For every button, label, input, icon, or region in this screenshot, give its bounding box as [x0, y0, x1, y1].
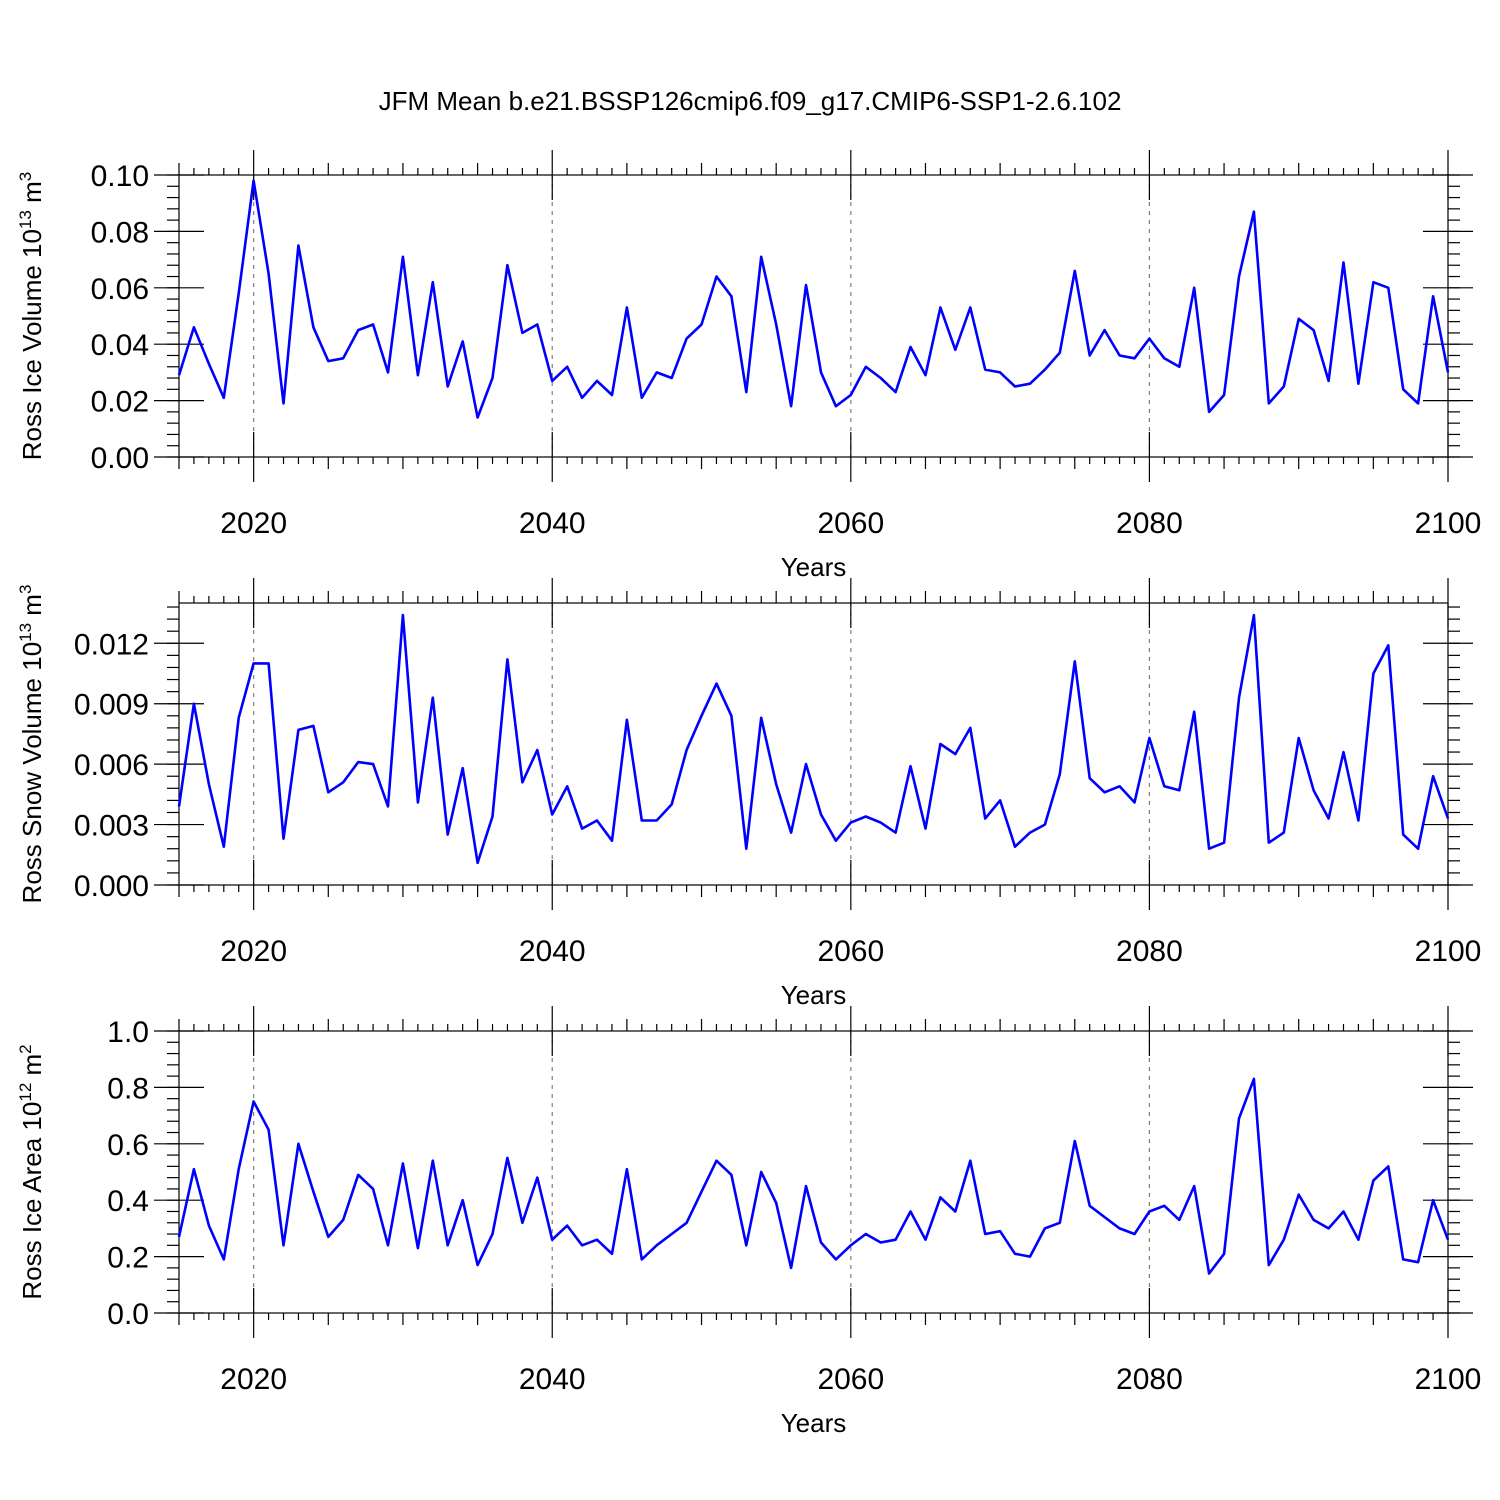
y-tick-label: 0.2: [107, 1242, 149, 1275]
y-axis-label-exponent: 12: [16, 1083, 35, 1102]
y-axis-label-unit: m: [17, 594, 47, 623]
y-axis-label-main: Ross Snow Volume 10: [17, 642, 47, 904]
y-axis-label-exponent: 13: [16, 623, 35, 642]
x-tick-label: 2100: [1415, 507, 1482, 540]
y-tick-label: 0.00: [91, 442, 149, 475]
y-axis-label-unit-exponent: 2: [16, 1044, 35, 1053]
x-tick-label: 2080: [1116, 935, 1183, 968]
x-tick-label: 2080: [1116, 507, 1183, 540]
x-tick-label: 2020: [220, 507, 287, 540]
x-tick-label: 2040: [519, 1363, 586, 1396]
panel-2: 0.000 0.003 0.006 0.009 0.012 2020 2040 2060 208…: [16, 578, 1481, 1010]
y-tick-label: 0.02: [91, 386, 149, 419]
y-axis-label-main: Ross Ice Area 10: [17, 1102, 47, 1300]
y-tick-label: 0.04: [91, 329, 149, 362]
x-tick-label: 2060: [817, 935, 884, 968]
x-tick-label: 2040: [519, 507, 586, 540]
y-tick-label: 0.0: [107, 1298, 149, 1331]
x-tick-label: 2040: [519, 935, 586, 968]
y-tick-label: 0.012: [74, 628, 149, 661]
x-tick-label: 2060: [817, 1363, 884, 1396]
y-axis-label-exponent: 13: [16, 210, 35, 229]
y-axis-label-unit-exponent: 3: [16, 585, 35, 594]
y-tick-label: 0.4: [107, 1185, 149, 1218]
figure-title: JFM Mean b.e21.BSSP126cmip6.f09_g17.CMIP…: [379, 86, 1122, 116]
plot-frame: [178, 602, 1449, 886]
y-axis-label-unit-exponent: 3: [16, 172, 35, 181]
x-tick-label: 2060: [817, 507, 884, 540]
y-tick-label: 0.10: [91, 160, 149, 193]
y-axis-label-unit: m: [17, 1054, 47, 1083]
series-line: [177, 1077, 1450, 1275]
y-tick-label: 0.8: [107, 1072, 149, 1105]
plot-frame: [178, 174, 1449, 458]
x-axis-label: Years: [781, 980, 847, 1010]
x-tick-label: 2080: [1116, 1363, 1183, 1396]
y-tick-label: 0.009: [74, 689, 149, 722]
y-tick-label: 0.08: [91, 216, 149, 249]
y-tick-label: 0.003: [74, 810, 149, 843]
panel-1: 0.00 0.02 0.04 0.06 0.08 0.10 2020 2040 2060 2080…: [16, 150, 1481, 582]
y-tick-label: 0.006: [74, 749, 149, 782]
x-tick-label: 2020: [220, 1363, 287, 1396]
panel-3: 0.0 0.2 0.4 0.6 0.8 1.0 2020 2040 2060 2080 2100 Ye…: [16, 1006, 1481, 1438]
y-tick-label: 0.000: [74, 870, 149, 903]
y-axis-label: Ross Ice Area 1012 m2: [16, 1044, 47, 1299]
y-axis-label: Ross Ice Volume 1013 m3: [16, 172, 47, 461]
x-axis-label: Years: [781, 1408, 847, 1438]
y-axis-label-unit: m: [17, 181, 47, 210]
y-axis-label-main: Ross Ice Volume 10: [17, 229, 47, 460]
plot-frame: [178, 1030, 1449, 1314]
y-axis-label: Ross Snow Volume 1013 m3: [16, 585, 47, 904]
y-tick-label: 0.6: [107, 1129, 149, 1162]
x-tick-label: 2100: [1415, 935, 1482, 968]
series-line: [177, 613, 1450, 865]
series-line: [177, 179, 1450, 419]
x-tick-label: 2100: [1415, 1363, 1482, 1396]
y-tick-label: 0.06: [91, 273, 149, 306]
y-tick-label: 1.0: [107, 1016, 149, 1049]
x-axis-label: Years: [781, 552, 847, 582]
x-tick-label: 2020: [220, 935, 287, 968]
